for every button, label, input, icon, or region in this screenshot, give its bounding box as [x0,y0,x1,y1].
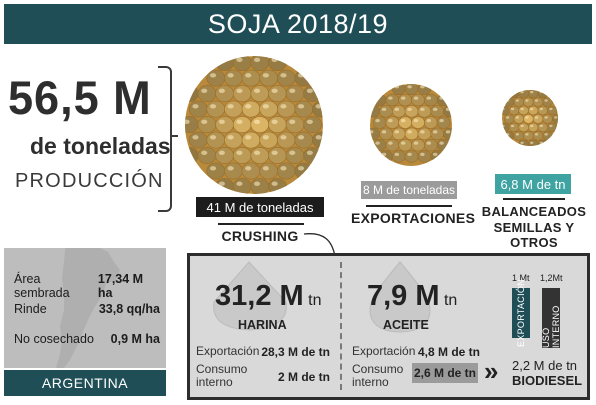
page-title: SOJA 2018/19 [207,8,389,39]
feed-amount-tag: 6,8 M de tn [495,174,571,194]
oil-internal-bar-label: USO INTERNO [541,305,561,348]
aceite-title: ACEITE [383,318,429,332]
aceite-figure: 7,9 M tn [367,280,457,313]
harina-unit: tn [308,292,322,309]
exports-soybean-sphere [370,84,452,166]
aceite-internal-label-1: Consumo [352,362,404,376]
stats-box: Área sembrada 17,34 M ha Rinde 33,8 qq/h… [4,248,166,368]
harina-internal-value: 2 M de tn [277,370,330,384]
stat-row-unharvested: No cosechado 0,9 M ha [14,332,160,346]
oil-internal-amount: 1,2Mt [540,273,563,283]
flour-icon [213,261,287,331]
stat-label: Rinde [14,302,47,316]
bracket-divider [158,66,172,212]
exports-underline [366,205,452,207]
crushing-underline [218,223,304,225]
bracket-tip [170,135,178,137]
stat-label: No cosechado [14,332,94,346]
exports-label: EXPORTACIONES [351,210,476,226]
oil-internal-bar: USO INTERNO [541,288,561,348]
stat-value: 33,8 qq/ha [98,302,160,316]
oil-export-bar-label: EXPORTACIÓN [516,279,526,347]
feed-amount: 6,8 M de tn [500,176,566,192]
aceite-internal-value-box: 2,6 M de tn [412,363,478,383]
double-chevron-icon: » [484,356,499,386]
harina-export-label: Exportación [196,344,260,358]
aceite-internal-value: 2,6 M de tn [413,366,476,380]
aceite-value: 7,9 M [367,280,440,312]
title-banner: SOJA 2018/19 [4,4,592,44]
aceite-internal-label-2: interno [352,375,389,389]
harina-value: 31,2 M [215,280,304,312]
harina-internal-label-1: Consumo [196,362,248,376]
feed-label-line2: SEMILLAS Y OTROS [493,220,575,250]
harina-internal-label-2: interno [196,375,233,389]
crushing-soybean-sphere [185,56,323,194]
argentina-map-icon [56,248,120,368]
stat-row-yield: Rinde 33,8 qq/ha [14,302,160,316]
stat-row-area: Área sembrada 17,34 M ha [14,272,160,300]
stat-label: Área sembrada [14,272,70,300]
crushing-label: CRUSHING [221,228,299,244]
production-value: 56,5 M [8,71,152,124]
biodiesel-value: 2,2 M de tn [512,358,578,373]
oil-drop-icon [369,261,431,333]
feed-underline [503,198,565,200]
panel-divider [340,262,342,390]
aceite-export-value: 4,8 M de tn [418,345,481,359]
aceite-export-label: Exportación [352,344,416,358]
feed-soybean-sphere [502,90,558,146]
feed-label-line1: BALANCEADOS [481,204,587,219]
stat-value: 17,34 M ha [97,272,144,300]
aceite-unit: tn [443,292,458,309]
oil-export-amount: 1 Mt [512,273,530,283]
harina-export-value: 28,3 M de tn [261,345,330,359]
crushing-amount-tag: 41 M de toneladas [196,197,324,217]
oil-export-bar: EXPORTACIÓN [512,279,530,347]
crushing-amount: 41 M de toneladas [206,199,314,215]
production-label: PRODUCCIÓN [15,170,164,192]
exports-amount-tag: 8 M de toneladas [361,181,457,199]
country-label: ARGENTINA [4,370,166,396]
harina-title: HARINA [238,318,287,332]
production-unit: de toneladas [30,133,171,159]
harina-figure: 31,2 M tn [215,280,321,313]
biodiesel-label: BIODIESEL [512,373,583,388]
stat-value: 0,9 M ha [110,332,160,346]
exports-amount: 8 M de toneladas [362,183,456,197]
